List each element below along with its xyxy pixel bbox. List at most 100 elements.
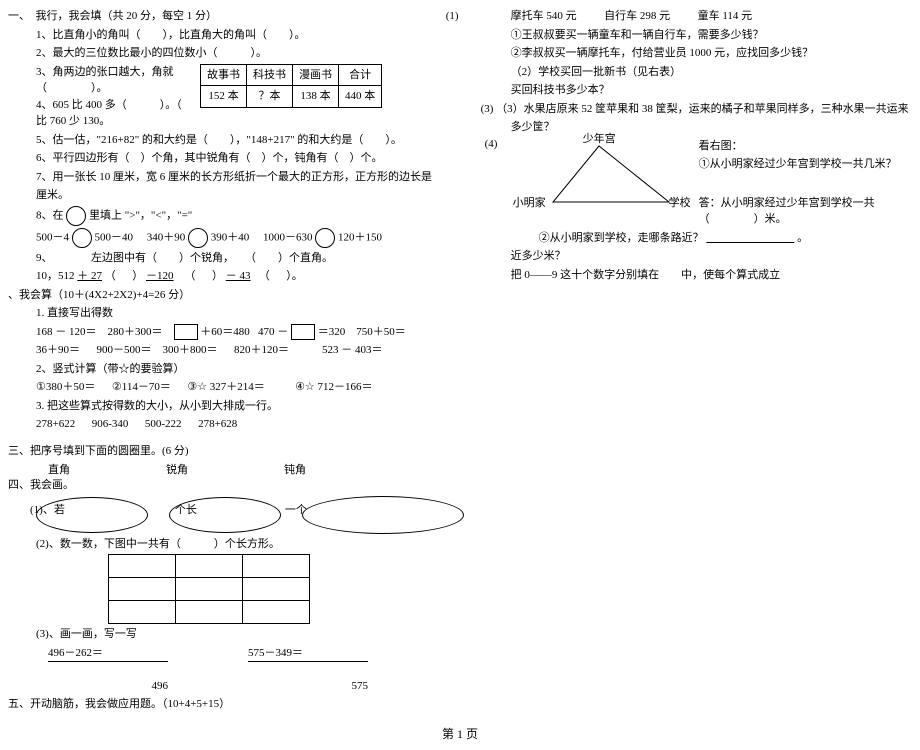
- fill: 把 0——9 这十个数字分别填在 中，使每个算式成立: [511, 267, 912, 284]
- q8l1e: 1000－630: [263, 231, 313, 243]
- c2a: ①380＋50＝: [36, 381, 95, 393]
- q6: 6、平行四边形有（ ）个角，其中锐角有（ ）个，钝角有（ ）个。: [36, 150, 499, 167]
- sec4-3: (3)、画一画，写一写: [36, 626, 499, 643]
- r4a-marker: (3): [481, 103, 494, 115]
- oval-icon: [302, 496, 464, 534]
- q5: 5、估一估，"216+82" 的和大约是（ ），"148+217" 的和大约是（…: [36, 132, 499, 149]
- tri-left: 小明家: [513, 194, 546, 210]
- c1i: 300＋800＝: [163, 344, 218, 356]
- prices-c: 童车 114 元: [698, 10, 753, 22]
- bt-r0: 152 本: [201, 86, 247, 108]
- circle-icon[interactable]: [72, 228, 92, 248]
- page-number: 第 1 页: [8, 725, 912, 742]
- sub-a-num: 496: [48, 678, 168, 695]
- c2b: ②114－70＝: [112, 381, 171, 393]
- tri-top: 少年宫: [583, 130, 616, 146]
- triangle-icon: [549, 142, 679, 212]
- bt-h1: 科技书: [247, 64, 293, 86]
- sec1-title-text: 一、 我行，我会填（共 20 分，每空 1 分）: [8, 10, 217, 22]
- c2d: ④☆ 712－166＝: [295, 381, 372, 393]
- c2c: ③☆ 327＋214＝: [187, 381, 264, 393]
- r2: ②李叔叔买一辆摩托车，付给营业员 1000 元，应找回多少钱？: [511, 45, 912, 62]
- triangle: 少年宫 小明家 学校: [519, 138, 699, 218]
- c3c: 500-222: [145, 418, 182, 430]
- prices-a: 摩托车 540 元: [511, 10, 577, 22]
- q8l1c: 340＋90: [147, 231, 186, 243]
- bt-r1: ？本: [247, 86, 293, 108]
- sec4-title: 四、我会画。: [8, 477, 499, 494]
- calc3: 3. 把这些算式按得数的大小，从小到大排成一行。: [36, 398, 499, 415]
- c1d: 470 －: [258, 326, 288, 338]
- circle-icon[interactable]: [66, 206, 86, 226]
- q10a: 10，512: [36, 270, 75, 282]
- rq1: ①从小明家经过少年宫到学校一共几米？: [699, 156, 912, 173]
- q4b: 比 760 少 130。: [36, 113, 196, 130]
- r3: （2）学校买回一批新书（见右表）: [511, 64, 912, 81]
- c1c: ＋60＝480: [200, 326, 250, 338]
- c3d: 278+628: [198, 418, 237, 430]
- grid-table: [108, 554, 310, 624]
- q10-row: 10，512 ＋ 27 （ ） －120 （ ） － 43 （ ）。: [36, 268, 499, 285]
- c1j: 820＋120＝: [234, 344, 289, 356]
- c1k: 523 － 403＝: [322, 344, 383, 356]
- q10f: （: [185, 270, 196, 282]
- calc3-row: 278+622 906-340 500-222 278+628: [36, 416, 499, 433]
- c1a: 168 － 120＝: [36, 326, 97, 338]
- sub-b-wrap: 575－349＝ 575: [248, 645, 368, 695]
- q7-unit: 厘米。: [36, 187, 499, 204]
- q1: 1、比直角小的角叫（ ），比直角大的角叫（ ）。: [36, 27, 499, 44]
- sec1-title: 一、 我行，我会填（共 20 分，每空 1 分） (1): [8, 8, 499, 25]
- rq2: ②从小明家到学校，走哪条路近？: [539, 232, 704, 244]
- q10j: ）。: [286, 270, 303, 282]
- spacer: [8, 435, 499, 441]
- c3a: 278+622: [36, 418, 75, 430]
- c1g: 36＋90＝: [36, 344, 80, 356]
- rq2-row: ②从小明家到学校，走哪条路近？ 。: [539, 230, 912, 247]
- circle-icon[interactable]: [315, 228, 335, 248]
- q10d: ）: [132, 270, 143, 282]
- triangle-row: (4) 少年宫 小明家 学校 看右图： ①从小明家经过少年宫到学校一共几米？ 答…: [511, 138, 912, 230]
- ans-label: 答：从小明家经过少年宫到学校一共（ ）米。: [699, 195, 912, 228]
- circle-icon[interactable]: [188, 228, 208, 248]
- box-icon[interactable]: [291, 324, 315, 340]
- sub-a: 496－262＝: [48, 645, 168, 662]
- rq2b: 近多少米？: [511, 248, 912, 265]
- q10c: （: [105, 270, 116, 282]
- tri-right: 学校: [669, 194, 691, 210]
- q2: 2、最大的三位数比最小的四位数小（ ）。: [36, 45, 499, 62]
- rq2-line: 。: [797, 232, 808, 244]
- q8l1f: 120＋150: [338, 231, 382, 243]
- r1: ①王叔叔要买一辆童车和一辆自行车，需要多少钱？: [511, 27, 912, 44]
- q3-row: 3、角两边的张口越大，角就（ ）。 4、605 比 400 多（ ）。（ 比 7…: [36, 64, 499, 130]
- bt-h2: 漫画书: [293, 64, 339, 86]
- q10i: （: [259, 270, 270, 282]
- q8l1d: 390＋40: [211, 231, 250, 243]
- grid-table-wrap: [108, 554, 499, 624]
- blank[interactable]: [706, 232, 794, 244]
- prices-row: 摩托车 540 元 自行车 298 元 童车 114 元: [511, 8, 912, 25]
- c1f: 750＋50＝: [356, 326, 406, 338]
- angle-c: 钝角: [284, 461, 306, 477]
- angle-a: 直角: [48, 461, 70, 477]
- spacer: [699, 175, 912, 193]
- sub-b: 575－349＝: [248, 645, 368, 662]
- sec1-num: (1): [446, 8, 459, 25]
- q8-row: 8、在 里填上 ">"，"<"，"=": [36, 206, 499, 226]
- calc1: 1. 直接写出得数: [36, 305, 499, 322]
- q8l1b: 500－40: [95, 231, 134, 243]
- sec4-ovals: (1)、若 个长 一个: [36, 496, 499, 534]
- q10e: －120: [146, 270, 174, 282]
- calc1-row2: 36＋90＝ 900－500＝ 300＋800＝ 820＋120＝ 523 － …: [36, 342, 499, 359]
- calc1-row1: 168 － 120＝ 280＋300＝ ＋60＝480 470 － ＝320 7…: [36, 324, 499, 341]
- c1h: 900－500＝: [97, 344, 152, 356]
- box-icon[interactable]: [174, 324, 198, 340]
- r4b: 多少筐？: [511, 119, 912, 136]
- triangle-questions: 看右图： ①从小明家经过少年宫到学校一共几米？ 答：从小明家经过少年宫到学校一共…: [699, 138, 912, 230]
- sec4-1: (1)、若 个长 一个: [30, 502, 307, 519]
- r4a: (3) （3）水果店原来 52 筐苹果和 38 筐梨，运来的橘子和苹果同样多，三…: [511, 101, 912, 118]
- sec4-2: (2)、数一数，下图中一共有（ ）个长方形。: [36, 536, 499, 553]
- bt-h3: 合计: [339, 64, 382, 86]
- q10g: ）: [212, 270, 223, 282]
- q4a: 4、605 比 400 多（ ）。（: [36, 97, 196, 114]
- sec5-title: 五、开动脑筋，我会做应用题。（10+4+5+15）: [8, 696, 499, 713]
